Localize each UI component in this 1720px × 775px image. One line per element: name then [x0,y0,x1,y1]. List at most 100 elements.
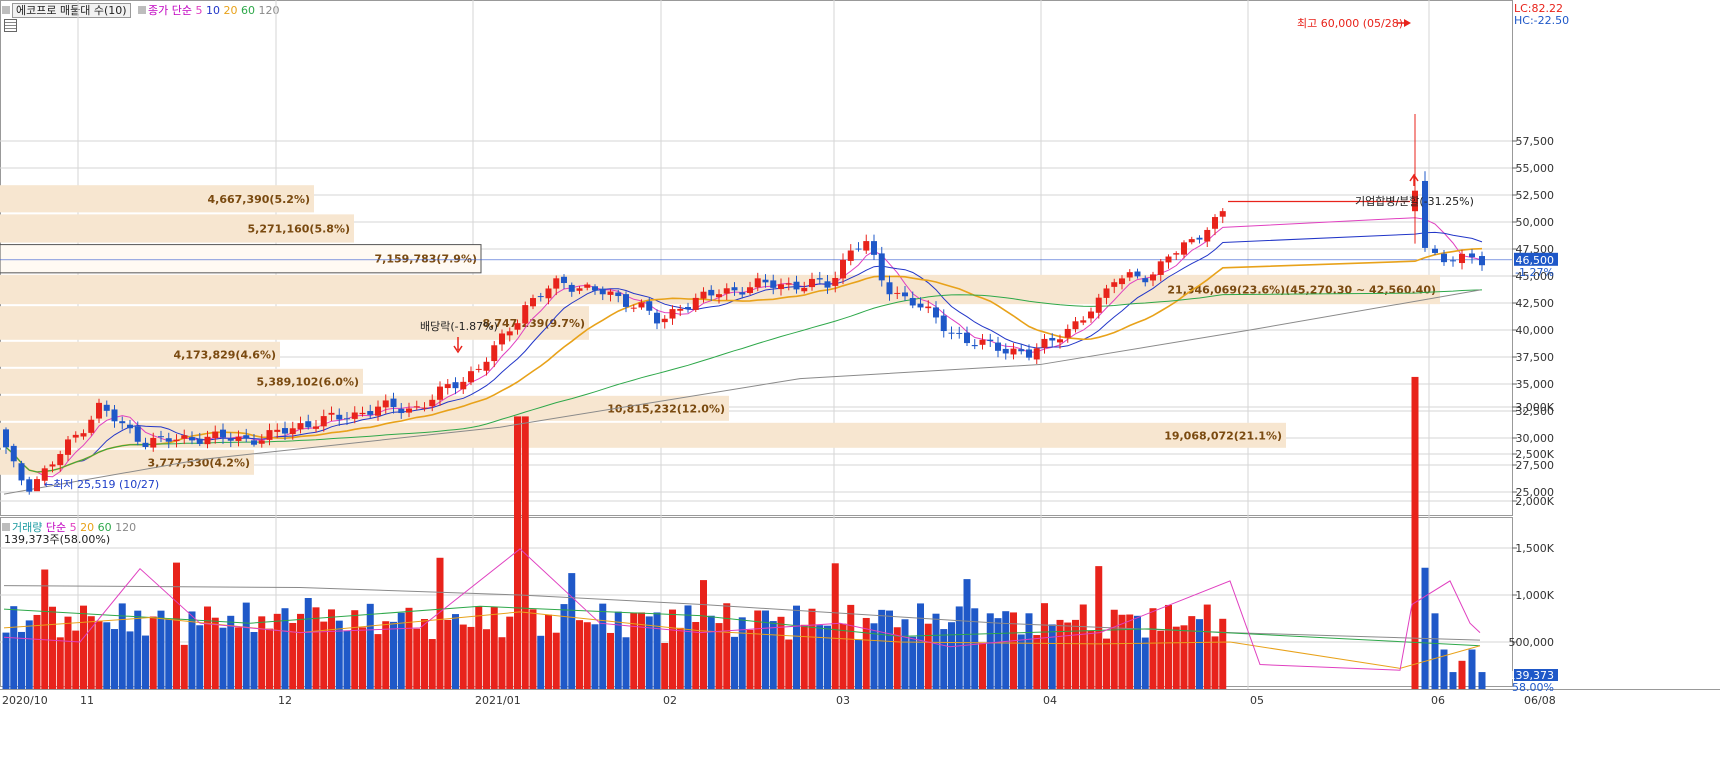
volume-bar [475,606,483,689]
volume-bar [405,607,413,689]
up-candle [80,433,87,437]
price-tick-label: 25,000 [1516,486,1555,499]
down-candle [770,280,777,288]
up-candle [1064,328,1071,338]
up-candle [499,333,505,345]
down-candle [971,345,978,347]
x-axis-label: 04 [1043,694,1057,707]
hc-label: HC:-22.50 [1514,14,1570,27]
ma-toggle-icon[interactable] [138,6,147,14]
down-candle [336,414,343,420]
ma60-line [5,289,1483,473]
volume-bar [1056,619,1064,689]
volume-bar [800,624,808,689]
volume-bar [1165,604,1172,689]
vol-ma-period-5[interactable]: 5 [69,521,77,534]
volume-profile-label: 5,389,102(6.0%) [257,375,360,388]
ma-period-20[interactable]: 20 [223,4,238,17]
down-candle [305,421,312,428]
volume-bar [653,612,661,689]
up-candle [1103,288,1110,298]
up-candle [1010,348,1017,355]
volume-bar [917,603,924,689]
volume-panel-handle-icon[interactable] [2,523,10,531]
vol-ma-period-120[interactable]: 120 [115,521,137,534]
up-candle [1072,321,1079,330]
high-price-annotation: 최고 60,000 (05/28) [1297,17,1403,30]
volume-label[interactable]: 거래량 [12,521,43,534]
volume-bar [723,603,731,689]
volume-bar [1188,616,1196,689]
volume-tick-label: 2,000K [1515,495,1554,508]
ma-period-60[interactable]: 60 [241,4,256,17]
volume-bar [49,606,56,689]
down-candle [964,332,970,344]
up-candle [1080,320,1087,323]
up-candle [375,406,381,416]
up-candle [894,292,901,294]
down-candle [1469,253,1475,258]
chart-title[interactable]: 에코프로 매물대 수(10) [12,3,131,18]
volume-bar [452,614,459,689]
down-candle [220,429,226,438]
down-candle [561,276,567,284]
up-candle [1204,229,1211,242]
down-candle [933,307,939,318]
panel-handle-icon[interactable] [2,6,10,14]
down-candle [956,332,963,334]
up-candle [700,291,707,299]
vol-ma-period-20[interactable]: 20 [80,521,95,534]
volume-bar [413,628,421,689]
x-axis-label: 12 [278,694,292,707]
up-candle [979,339,986,345]
down-candle [568,284,575,292]
volume-bar [1010,612,1017,689]
x-axis-label: 06/08 [1524,694,1556,707]
price-tick-label: 35,000 [1516,378,1555,391]
up-candle [57,454,64,466]
volume-bar [676,627,684,689]
volume-bar [545,614,552,689]
dividend-annotation: 배당락(-1.87%) [420,320,498,333]
lc-label: LC:82.22 [1514,2,1564,15]
up-candle [150,437,157,448]
volume-bar [886,610,893,689]
volume-tick-label: 1,000K [1515,589,1554,602]
up-candle [72,434,79,438]
down-candle [615,292,622,297]
volume-profile-label: 19,068,072(21.1%) [1164,429,1282,442]
volume-bar [630,612,638,689]
ma-period-120[interactable]: 120 [258,4,280,17]
volume-bar [1203,604,1211,689]
up-candle [747,287,753,294]
down-candle [917,303,924,308]
up-candle [778,284,784,290]
ma-period-5[interactable]: 5 [195,4,203,17]
up-candle [460,381,467,390]
grid-table-icon[interactable] [4,19,17,32]
volume-profile-label: 8,747,239(9.7%) [483,317,586,330]
volume-bar [614,611,622,689]
price-tick-label: 40,000 [1516,324,1555,337]
volume-bar [1468,649,1476,689]
ma10-line [5,231,1483,473]
vol-ma-period-60[interactable]: 60 [97,521,112,534]
volume-bar [831,563,839,689]
dividend-arrow-icon [453,337,463,354]
up-candle [607,291,614,295]
ma-label[interactable]: 종가 단순 [148,4,193,17]
volume-bar [64,616,72,689]
price-tick-label: 42,500 [1516,297,1555,310]
up-candle [1181,242,1187,255]
volume-bar [1002,611,1010,689]
ma-period-10[interactable]: 10 [206,4,221,17]
volume-bar [173,562,180,689]
down-candle [452,382,459,389]
volume-bar [746,629,754,689]
down-candle [816,278,823,280]
down-candle [878,253,885,281]
volume-bar [971,608,979,689]
volume-ma-label[interactable]: 단순 [45,521,67,534]
